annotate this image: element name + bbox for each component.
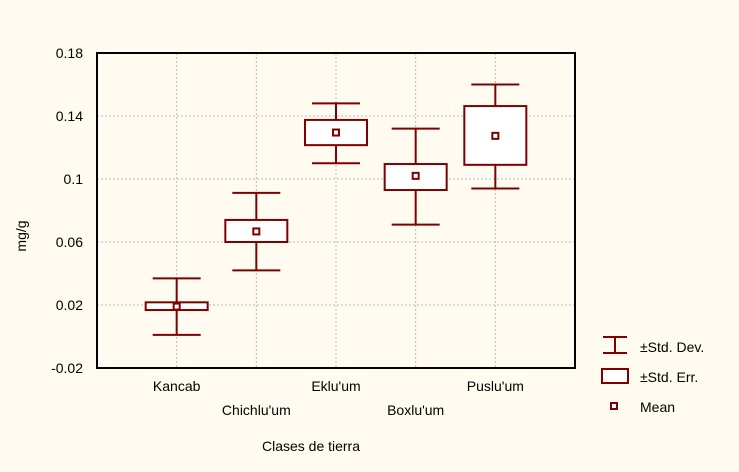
x-axis-ticks: Kancab Chichlu'um Eklu'um Boxlu'um Puslu'um bbox=[153, 378, 524, 418]
mean-marker bbox=[411, 171, 420, 180]
mean-marker bbox=[491, 131, 500, 140]
mean-marker bbox=[172, 302, 181, 311]
legend-sd-symbol bbox=[603, 336, 627, 354]
legend: ±Std. Dev. ±Std. Err. Mean bbox=[601, 336, 704, 415]
box-0 bbox=[144, 277, 209, 336]
y-tick-label: 0.02 bbox=[56, 297, 83, 313]
legend-sd-label: ±Std. Dev. bbox=[640, 339, 704, 355]
mean-marker bbox=[332, 128, 340, 137]
legend-mean-label: Mean bbox=[640, 399, 675, 415]
box-1 bbox=[224, 191, 289, 272]
legend-se-label: ±Std. Err. bbox=[640, 369, 698, 385]
y-tick-label: -0.02 bbox=[51, 360, 83, 376]
x-axis-label: Clases de tierra bbox=[262, 438, 360, 454]
y-tick-label: 0.1 bbox=[64, 171, 84, 187]
legend-se-symbol bbox=[601, 368, 629, 384]
y-tick-label: 0.06 bbox=[56, 234, 83, 250]
y-tick-label: 0.14 bbox=[56, 108, 83, 124]
x-tick-label: Boxlu'um bbox=[387, 402, 444, 418]
x-tick-label: Eklu'um bbox=[311, 378, 360, 394]
y-tick-label: 0.18 bbox=[56, 45, 83, 61]
box-3 bbox=[383, 127, 448, 226]
x-tick-label: Puslu'um bbox=[467, 378, 524, 394]
box-2 bbox=[304, 102, 368, 165]
y-axis-label: mg/g bbox=[13, 220, 29, 251]
box-4 bbox=[463, 83, 528, 190]
mean-marker bbox=[252, 227, 261, 236]
x-tick-label: Kancab bbox=[153, 378, 201, 394]
plot-frame bbox=[96, 52, 576, 369]
x-tick-label: Chichlu'um bbox=[222, 402, 291, 418]
plot-marks bbox=[144, 83, 528, 336]
legend-mean-symbol bbox=[610, 402, 618, 410]
grid bbox=[97, 53, 575, 368]
y-axis-ticks: -0.02 0.02 0.06 0.1 0.14 0.18 bbox=[51, 45, 83, 376]
